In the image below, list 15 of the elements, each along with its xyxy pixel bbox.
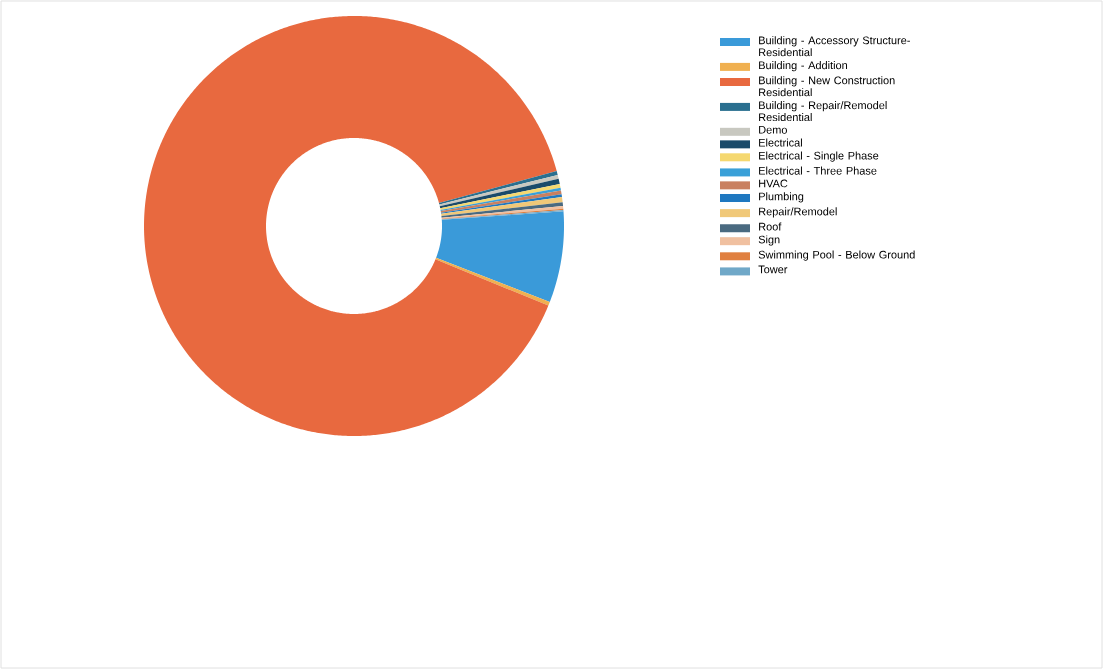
legend-label: HVAC [759, 179, 788, 188]
legend-label: Sign [758, 235, 780, 246]
legend-label: Repair/Remodel [759, 207, 837, 218]
legend-label: Electrical - Single Phase [759, 151, 879, 162]
legend-label: Demo [759, 126, 787, 134]
legend-label: Building - Addition [759, 61, 848, 72]
legend-label: Plumbing [759, 192, 804, 203]
legend-label: Building - New Construction Residential [759, 76, 895, 97]
legend-label: Roof [759, 222, 782, 231]
legend-label: Building - Repair/Remodel Residential [759, 101, 887, 122]
legend-label: Tower [758, 265, 788, 274]
legend-label: Electrical [759, 138, 802, 147]
legend-label: Electrical - Three Phase [759, 166, 877, 175]
legend-label: Building - Accessory Structure- Residential [759, 36, 910, 57]
legend-label: Swimming Pool - Below Ground [758, 250, 915, 261]
